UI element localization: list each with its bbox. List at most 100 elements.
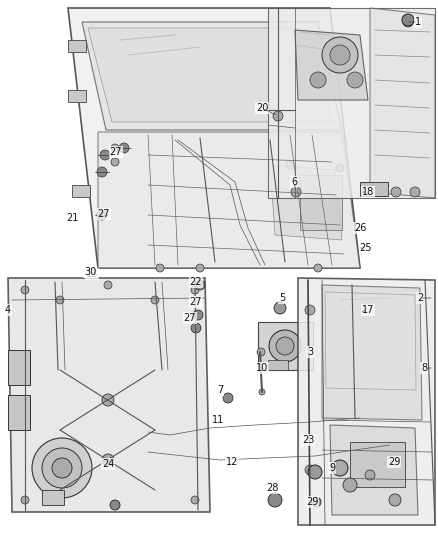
Circle shape bbox=[403, 17, 413, 27]
Circle shape bbox=[286, 161, 294, 169]
Text: 29: 29 bbox=[388, 457, 400, 467]
Circle shape bbox=[191, 496, 199, 504]
Text: 23: 23 bbox=[302, 435, 314, 445]
Text: 9: 9 bbox=[329, 463, 335, 473]
Text: 18: 18 bbox=[362, 187, 374, 197]
Circle shape bbox=[119, 143, 129, 153]
Polygon shape bbox=[325, 292, 416, 390]
Circle shape bbox=[402, 14, 414, 26]
Circle shape bbox=[391, 187, 401, 197]
Text: 11: 11 bbox=[212, 415, 224, 425]
Circle shape bbox=[42, 448, 82, 488]
Bar bbox=[268, 360, 288, 370]
Text: 30: 30 bbox=[84, 267, 96, 277]
Text: 10: 10 bbox=[256, 363, 268, 373]
Circle shape bbox=[111, 144, 119, 152]
Polygon shape bbox=[268, 8, 435, 198]
Circle shape bbox=[257, 348, 265, 356]
Circle shape bbox=[332, 460, 348, 476]
Circle shape bbox=[156, 264, 164, 272]
Circle shape bbox=[193, 310, 203, 320]
Circle shape bbox=[314, 264, 322, 272]
Circle shape bbox=[21, 496, 29, 504]
Text: 28: 28 bbox=[266, 483, 278, 493]
Polygon shape bbox=[98, 132, 360, 268]
Bar bbox=[72, 185, 90, 197]
Circle shape bbox=[104, 281, 112, 289]
Circle shape bbox=[52, 458, 72, 478]
Circle shape bbox=[111, 158, 119, 166]
Circle shape bbox=[273, 111, 283, 121]
Circle shape bbox=[311, 497, 321, 507]
Circle shape bbox=[291, 187, 301, 197]
Text: 5: 5 bbox=[279, 293, 285, 303]
Text: 27: 27 bbox=[110, 147, 122, 157]
Text: 29: 29 bbox=[306, 497, 318, 507]
Circle shape bbox=[151, 296, 159, 304]
Text: 22: 22 bbox=[190, 277, 202, 287]
Circle shape bbox=[196, 264, 204, 272]
Circle shape bbox=[389, 494, 401, 506]
Text: 21: 21 bbox=[66, 213, 78, 223]
Circle shape bbox=[269, 330, 301, 362]
Text: 7: 7 bbox=[217, 385, 223, 395]
Circle shape bbox=[191, 323, 201, 333]
Text: 8: 8 bbox=[421, 363, 427, 373]
Circle shape bbox=[274, 302, 286, 314]
Text: 6: 6 bbox=[291, 177, 297, 187]
Text: 20: 20 bbox=[256, 103, 268, 113]
Circle shape bbox=[322, 37, 358, 73]
Polygon shape bbox=[8, 278, 210, 512]
Text: 26: 26 bbox=[354, 223, 366, 233]
Bar bbox=[360, 182, 388, 196]
Circle shape bbox=[102, 454, 114, 466]
Circle shape bbox=[336, 164, 344, 172]
Circle shape bbox=[56, 296, 64, 304]
Circle shape bbox=[102, 394, 114, 406]
Circle shape bbox=[223, 393, 233, 403]
Text: 1: 1 bbox=[415, 17, 421, 27]
Circle shape bbox=[347, 72, 363, 88]
Polygon shape bbox=[330, 425, 418, 515]
Polygon shape bbox=[68, 8, 360, 268]
Polygon shape bbox=[322, 285, 422, 420]
Text: 13: 13 bbox=[86, 269, 98, 279]
Circle shape bbox=[97, 210, 107, 220]
Bar bbox=[258, 322, 313, 370]
Circle shape bbox=[195, 280, 205, 290]
Circle shape bbox=[310, 72, 326, 88]
Polygon shape bbox=[82, 22, 342, 130]
Polygon shape bbox=[298, 278, 435, 525]
Bar bbox=[42, 490, 64, 505]
Circle shape bbox=[330, 45, 350, 65]
Circle shape bbox=[191, 286, 199, 294]
Circle shape bbox=[343, 478, 357, 492]
Bar bbox=[8, 350, 30, 385]
Circle shape bbox=[259, 389, 265, 395]
Circle shape bbox=[276, 337, 294, 355]
Circle shape bbox=[268, 493, 282, 507]
Circle shape bbox=[305, 465, 315, 475]
Bar bbox=[68, 90, 86, 102]
Text: 24: 24 bbox=[102, 459, 114, 469]
Circle shape bbox=[21, 286, 29, 294]
Bar bbox=[8, 395, 30, 430]
Polygon shape bbox=[88, 28, 332, 122]
Bar bbox=[350, 442, 405, 487]
Text: 2: 2 bbox=[417, 293, 423, 303]
Circle shape bbox=[308, 465, 322, 479]
Text: 27: 27 bbox=[190, 297, 202, 307]
Circle shape bbox=[410, 187, 420, 197]
Text: 27: 27 bbox=[98, 209, 110, 219]
Text: 25: 25 bbox=[360, 243, 372, 253]
Text: 12: 12 bbox=[226, 457, 238, 467]
Text: 27: 27 bbox=[184, 313, 196, 323]
Circle shape bbox=[305, 305, 315, 315]
Text: 3: 3 bbox=[307, 347, 313, 357]
Bar bbox=[300, 175, 342, 230]
Polygon shape bbox=[295, 30, 368, 100]
Circle shape bbox=[110, 500, 120, 510]
Circle shape bbox=[97, 167, 107, 177]
Polygon shape bbox=[370, 8, 435, 198]
Text: 4: 4 bbox=[5, 305, 11, 315]
